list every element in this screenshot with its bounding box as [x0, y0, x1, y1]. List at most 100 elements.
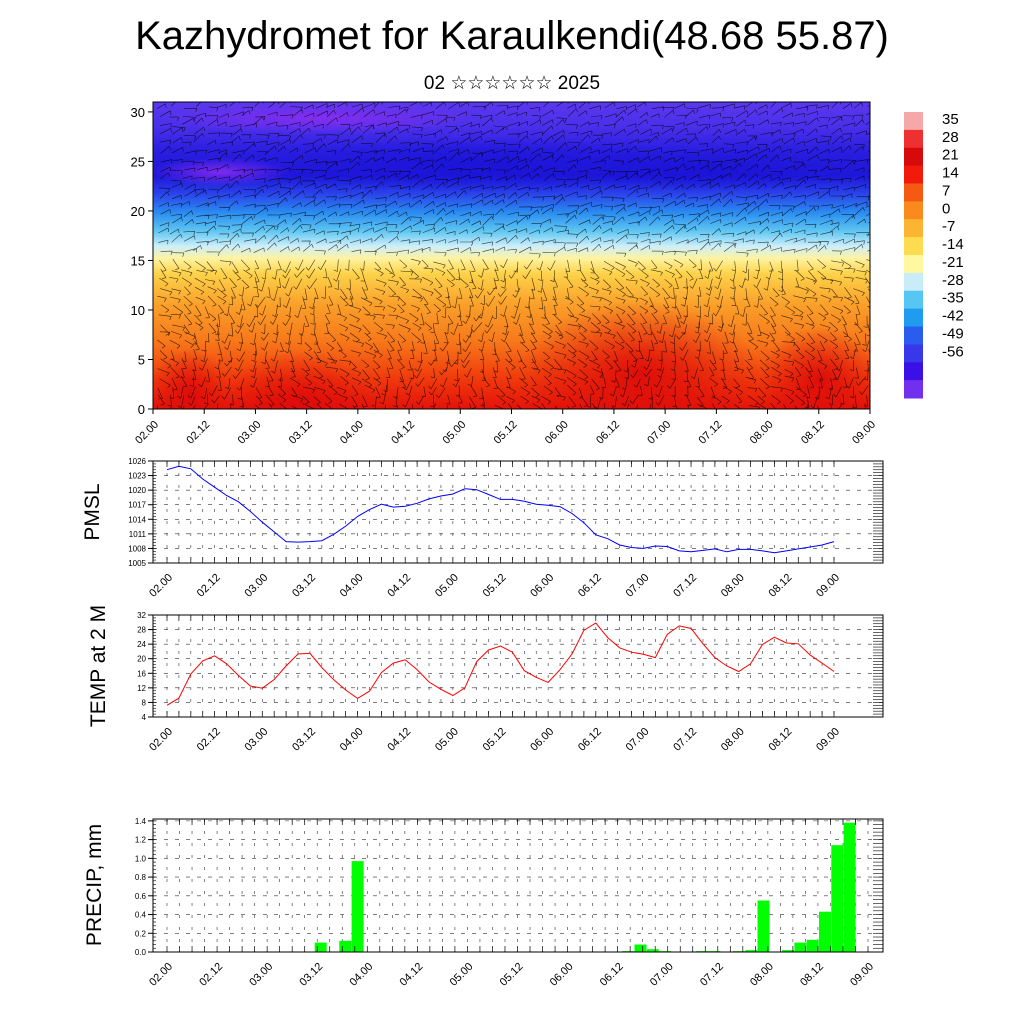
precip-bar	[745, 950, 758, 952]
temp-xtick-label: 03.00	[242, 726, 270, 754]
pmsl-xtick-label: 06.12	[576, 572, 604, 600]
colorbar-swatch	[904, 308, 923, 327]
pmsl-ytick-label: 1008	[128, 544, 146, 553]
colorbar-label: 21	[942, 147, 959, 164]
temp-xtick-label: 08.12	[767, 726, 795, 754]
colorbar-swatch	[904, 183, 923, 202]
precip-xtick-label: 08.00	[748, 961, 776, 989]
pmsl-xtick-label: 03.12	[290, 572, 318, 600]
pmsl-xtick-label: 02.12	[195, 572, 223, 600]
precip-ylabel: PRECIP, mm	[83, 824, 106, 946]
colorbar-label: -35	[942, 290, 964, 307]
pmsl-xtick-label: 07.12	[671, 572, 699, 600]
precip-ytick-label: 0.4	[135, 911, 147, 920]
colorbar-label: -21	[942, 254, 964, 271]
temp-ytick-label: 4	[142, 713, 147, 722]
precip-bar	[351, 861, 364, 952]
precip-ytick-label: 1.0	[135, 854, 147, 863]
cs-ytick-label: 5	[138, 352, 145, 367]
precip-ytick-label: 1.2	[135, 836, 147, 845]
temp-xtick-label: 04.00	[338, 726, 366, 754]
pmsl-grid	[153, 460, 883, 564]
pmsl-ytick-label: 1017	[128, 501, 146, 510]
cs-xtick-label: 06.00	[543, 419, 571, 447]
cross-section-hotspots	[153, 102, 870, 409]
precip-bar	[634, 944, 647, 952]
temp-series-line	[166, 622, 835, 706]
precip-bar	[806, 939, 819, 952]
cs-xtick-label: 05.00	[440, 419, 468, 447]
precip-xtick-label: 03.12	[297, 961, 325, 989]
precip-bar	[757, 900, 770, 952]
temp-xtick-label: 09.00	[814, 726, 842, 754]
precip-xtick-label: 02.12	[197, 961, 225, 989]
pmsl-xtick-label: 05.00	[433, 572, 461, 600]
colorbar-label: -42	[942, 308, 964, 325]
pmsl-xtick-label: 06.00	[528, 572, 556, 600]
precip-xtick-label: 07.12	[698, 961, 726, 989]
pmsl-chart: 1005 1008 1011 1014 1017 1020 1023 1026 02.00 02.…	[81, 457, 884, 600]
colorbar-swatch	[904, 380, 923, 399]
cs-ytick-label: 0	[138, 402, 145, 417]
cs-ytick-label: 25	[131, 154, 145, 169]
pmsl-ytick-label: 1020	[128, 486, 146, 495]
temp-ylabel: TEMP at 2 M	[87, 605, 110, 727]
temp-ytick-label: 24	[137, 640, 146, 649]
pmsl-ytick-label: 1014	[128, 515, 146, 524]
precip-ytick-label: 0.6	[135, 892, 147, 901]
temp-xtick-label: 06.12	[576, 726, 604, 754]
pmsl-ytick-label: 1023	[128, 472, 146, 481]
precip-xtick-label: 06.00	[548, 961, 576, 989]
pmsl-axes: 1005 1008 1011 1014 1017 1020 1023 1026 02.00 02.…	[128, 457, 883, 600]
colorbar-swatch	[904, 112, 923, 131]
colorbar-label: 14	[942, 165, 959, 182]
precip-xtick-label: 05.12	[498, 961, 526, 989]
colorbar-swatch	[904, 326, 923, 345]
colorbar-label: -49	[942, 325, 964, 342]
pmsl-xtick-label: 09.00	[814, 572, 842, 600]
temp-ytick-label: 12	[137, 684, 146, 693]
precip-grid	[153, 819, 883, 953]
colorbar-label: 35	[942, 111, 959, 128]
temp-ytick-label: 32	[137, 611, 146, 620]
cs-xtick-label: 04.00	[338, 419, 366, 447]
cs-xtick-label: 04.12	[389, 419, 417, 447]
cs-xtick-label: 08.12	[799, 419, 827, 447]
precip-ytick-label: 0.8	[135, 873, 147, 882]
cs-xtick-label: 08.00	[748, 419, 776, 447]
colorbar-label: -28	[942, 272, 964, 289]
precip-bar	[794, 942, 807, 952]
cs-xtick-label: 05.12	[492, 419, 520, 447]
pmsl-xtick-label: 08.12	[767, 572, 795, 600]
temp-xtick-label: 07.00	[624, 726, 652, 754]
colorbar-swatch	[904, 219, 923, 238]
precip-bar	[819, 911, 831, 952]
colorbar-swatch	[904, 147, 923, 167]
pmsl-ylabel: PMSL	[81, 483, 104, 540]
cs-ytick-label: 30	[131, 105, 145, 120]
colorbar-label: 7	[942, 182, 950, 199]
pmsl-xtick-label: 07.00	[624, 572, 652, 600]
colorbar-label: 0	[942, 200, 950, 217]
colorbar-swatch	[904, 201, 923, 220]
temp-xtick-label: 02.12	[195, 726, 223, 754]
precip-xtick-label: 02.00	[147, 961, 175, 989]
temp-ytick-label: 16	[137, 669, 146, 678]
precip-bar	[646, 949, 659, 952]
pmsl-xtick-label: 04.12	[385, 572, 413, 600]
cross-section-chart: 0 5 10 15 20 25 30 02.00 02.12 03.00 03.12 04.00 04…	[131, 101, 878, 447]
colorbar-swatch	[904, 255, 923, 274]
colorbar-label: -14	[942, 236, 964, 253]
cs-xtick-label: 07.12	[697, 419, 725, 447]
cs-ytick-label: 20	[131, 204, 145, 219]
colorbar-label: -56	[942, 343, 964, 360]
temp-xtick-label: 02.00	[147, 726, 175, 754]
precip-xtick-label: 07.00	[648, 961, 676, 989]
temp-grid	[153, 614, 883, 718]
colorbar-swatch	[904, 362, 923, 381]
colorbar-label: 28	[942, 129, 959, 146]
temp-ytick-label: 20	[137, 655, 146, 664]
precip-xtick-label: 05.00	[448, 961, 476, 989]
precip-bars	[314, 822, 856, 952]
